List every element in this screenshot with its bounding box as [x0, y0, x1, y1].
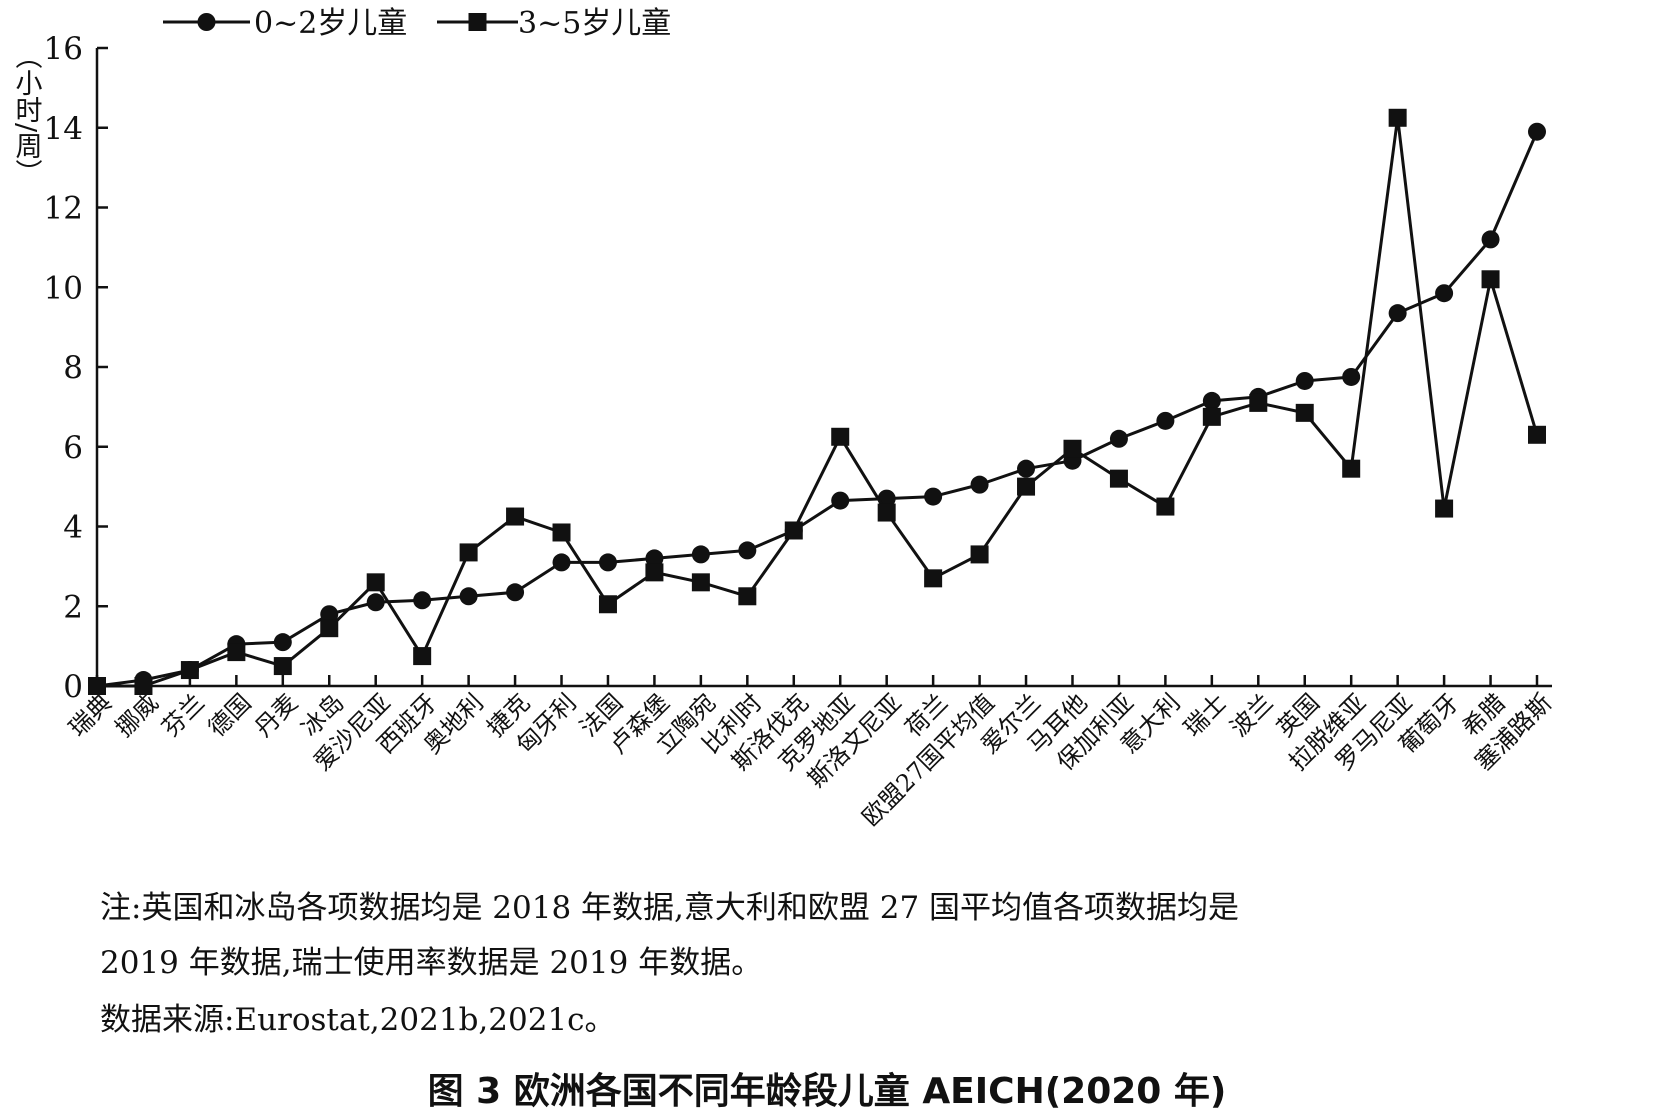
data-point-circle — [1528, 122, 1546, 141]
x-tick-label: 丹麦 — [249, 688, 303, 742]
legend-marker-circle — [197, 13, 216, 31]
legend-item: 0~2岁儿童 — [163, 6, 407, 41]
y-tick-label: 10 — [44, 270, 83, 306]
data-point-circle — [1109, 429, 1128, 448]
data-point-circle — [1435, 284, 1454, 303]
series-group — [88, 108, 1546, 695]
data-point-circle — [645, 549, 664, 568]
data-point-square — [366, 573, 385, 592]
data-point-circle — [506, 583, 525, 602]
x-tick-label: 挪威 — [110, 688, 164, 742]
data-point-square — [1435, 499, 1454, 518]
data-point-circle — [1388, 304, 1407, 323]
data-point-circle — [552, 553, 571, 572]
y-tick-label: 0 — [63, 669, 83, 705]
y-axis-label: （小时/周） — [11, 42, 43, 186]
data-point-square — [1342, 459, 1361, 478]
data-point-circle — [273, 633, 292, 652]
data-point-square — [134, 677, 153, 695]
x-tick-label: 芬兰 — [156, 688, 210, 742]
y-tick-label: 14 — [44, 111, 83, 147]
data-point-square — [1249, 393, 1268, 412]
data-point-circle — [1017, 459, 1036, 478]
data-point-circle — [1295, 371, 1314, 390]
data-point-square — [877, 503, 896, 522]
data-point-circle — [598, 553, 617, 572]
y-tick-label: 6 — [63, 430, 83, 466]
legend-item: 3~5岁儿童 — [437, 6, 671, 41]
data-point-square — [180, 661, 199, 680]
data-point-circle — [831, 491, 850, 510]
x-tick-label: 德国 — [203, 688, 257, 742]
figure-caption: 图 3 欧洲各国不同年龄段儿童 AEICH(2020 年) — [0, 1062, 1654, 1114]
data-point-circle — [1202, 391, 1221, 410]
y-tick-label: 4 — [63, 510, 83, 546]
data-point-square — [88, 677, 106, 695]
data-point-square — [970, 545, 989, 564]
legend-marker-square — [468, 13, 487, 31]
y-tick-label: 16 — [44, 31, 83, 67]
note-line-1: 注:英国和冰岛各项数据均是 2018 年数据,意大利和欧盟 27 国平均值各项数… — [100, 890, 1240, 926]
data-point-circle — [970, 475, 989, 494]
legend-label: 3~5岁儿童 — [518, 6, 671, 41]
data-point-circle — [691, 545, 710, 564]
data-point-circle — [459, 587, 478, 606]
data-point-square — [1481, 270, 1500, 289]
data-point-square — [320, 619, 339, 638]
data-point-square — [831, 427, 850, 446]
data-point-circle — [413, 591, 432, 610]
data-point-circle — [738, 541, 757, 560]
data-point-square — [227, 643, 246, 662]
y-axis-label-text: （小时/周） — [11, 42, 43, 186]
series-line — [96, 131, 1539, 688]
series-age-3-5 — [88, 108, 1546, 695]
data-point-circle — [366, 593, 385, 612]
data-point-circle — [1342, 367, 1361, 386]
legend: 0~2岁儿童 3~5岁儿童 — [163, 6, 671, 41]
data-point-square — [506, 507, 525, 526]
data-point-square — [459, 543, 478, 562]
data-point-square — [738, 587, 757, 606]
data-point-square — [1017, 477, 1036, 496]
data-point-square — [1202, 407, 1221, 426]
x-tick-label: 波兰 — [1225, 688, 1279, 742]
data-point-square — [413, 647, 432, 666]
data-point-square — [1063, 439, 1082, 458]
data-point-square — [1109, 469, 1128, 488]
data-point-square — [598, 595, 617, 614]
data-point-square — [691, 573, 710, 592]
legend-label: 0~2岁儿童 — [254, 6, 407, 41]
data-point-square — [552, 523, 571, 542]
figure-title: 欧洲各国不同年龄段儿童 AEICH(2020 年) — [513, 1071, 1227, 1112]
data-point-circle — [1481, 230, 1500, 249]
y-tick-label: 8 — [63, 350, 83, 386]
data-point-square — [1388, 108, 1407, 127]
data-point-square — [645, 563, 664, 582]
series-age-0-2 — [88, 122, 1546, 695]
data-point-circle — [1156, 411, 1175, 430]
series-line — [97, 116, 1539, 688]
data-point-square — [273, 657, 292, 676]
data-point-circle — [320, 605, 339, 624]
y-tick-label: 2 — [63, 589, 83, 625]
data-point-square — [1156, 497, 1175, 516]
y-axis: 0 2 4 6 8 10 12 14 16 — [44, 31, 108, 705]
data-point-circle — [924, 487, 943, 506]
data-point-square — [1528, 425, 1546, 444]
figure-label: 图 3 — [427, 1071, 502, 1112]
y-tick-label: 12 — [44, 191, 83, 227]
note-line-2: 2019 年数据,瑞士使用率数据是 2019 年数据。 — [100, 945, 763, 981]
x-tick-label: 瑞士 — [1178, 688, 1232, 742]
data-point-square — [1295, 403, 1314, 422]
x-axis: 瑞典挪威芬兰德国丹麦冰岛爱沙尼亚西班牙奥地利捷克匈牙利法国卢森堡立陶宛比利时斯洛… — [64, 675, 1557, 832]
data-point-square — [784, 521, 803, 540]
data-point-square — [924, 569, 943, 588]
data-source: 数据来源:Eurostat,2021b,2021c。 — [100, 1002, 616, 1038]
